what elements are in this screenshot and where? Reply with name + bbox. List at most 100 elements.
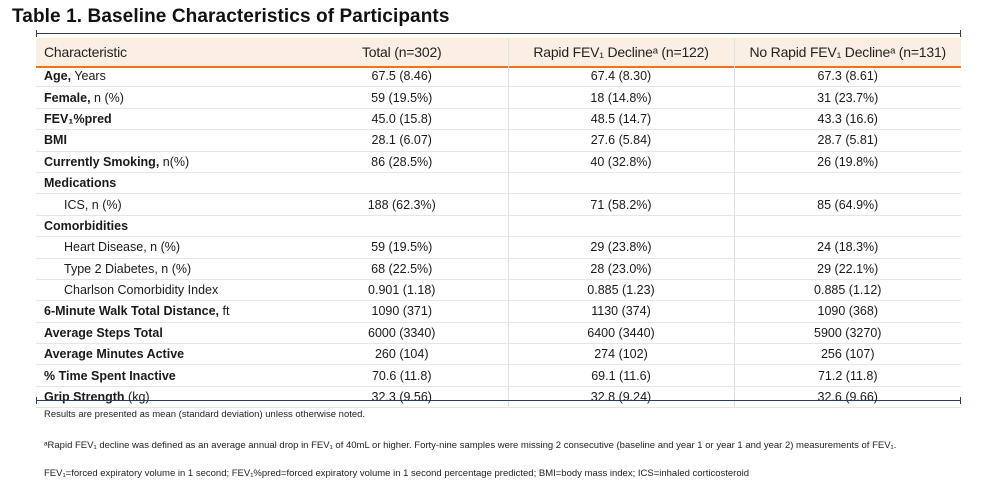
row-label: % Time Spent Inactive (36, 364, 296, 387)
row-label: Currently Smoking, n(%) (36, 151, 296, 173)
row-label-bold: Comorbidities (44, 218, 129, 233)
cell-no-rapid-decline: 1090 (368) (733, 300, 961, 323)
table-row: Currently Smoking, n(%) 86 (28.5%) 40 (32.… (36, 151, 961, 173)
column-header-rapid-decline: Rapid FEV₁ Declineᵃ (n=122) (507, 38, 734, 66)
table-row: Average Steps Total 6000 (3340) 6400 (3440… (36, 322, 961, 345)
table-row: Female, n (%) 59 (19.5%) 18 (14.8%) 31 (23.… (36, 86, 961, 109)
cell-rapid-decline: 28 (23.0%) (507, 258, 734, 280)
table-row: Heart Disease, n (%) 59 (19.5%) 29 (23.8%)… (36, 236, 961, 259)
column-header-no-rapid-decline: No Rapid FEV₁ Declineᵃ (n=131) (733, 38, 961, 66)
row-label-rest: ICS, n (%) (64, 197, 122, 212)
cell-total: 67.5 (8.46) (296, 66, 508, 88)
row-label: Medications (36, 172, 296, 195)
page-title: Table 1. Baseline Characteristics of Par… (12, 6, 450, 27)
row-label-rest: (kg) (124, 390, 150, 405)
footnote-rapid-decline-definition: ᵃRapid FEV₁ decline was defined as an av… (44, 440, 897, 451)
cell-rapid-decline: 18 (14.8%) (507, 86, 734, 109)
rule-tick-right-bottom (960, 397, 961, 404)
cell-rapid-decline: 29 (23.8%) (507, 236, 734, 259)
cell-rapid-decline: 71 (58.2%) (507, 193, 734, 216)
row-label: Type 2 Diabetes, n (%) (36, 258, 296, 280)
table-row: FEV₁%pred 45.0 (15.8) 48.5 (14.7) 43.3 (16.… (36, 108, 961, 131)
table-row: Age, Years 67.5 (8.46) 67.4 (8.30) 67.3 (8.… (36, 66, 961, 88)
cell-rapid-decline: 40 (32.8%) (507, 151, 734, 173)
row-label: Grip Strength (kg) (36, 386, 296, 409)
cell-no-rapid-decline: 256 (107) (733, 343, 961, 366)
row-label-bold: Grip Strength (44, 390, 125, 405)
cell-rapid-decline: 1130 (374) (507, 300, 734, 323)
cell-no-rapid-decline: 85 (64.9%) (733, 193, 961, 216)
row-label: Charlson Comorbidity Index (36, 279, 296, 302)
cell-total: 59 (19.5%) (296, 236, 508, 259)
table-header-row: Characteristic Total (n=302) Rapid FEV₁ … (36, 38, 961, 66)
cell-rapid-decline: 69.1 (11.6) (507, 364, 734, 387)
cell-total: 6000 (3340) (296, 322, 508, 345)
row-label: Average Minutes Active (36, 343, 296, 366)
cell-total: 260 (104) (296, 343, 508, 366)
row-label: 6-Minute Walk Total Distance, ft (36, 300, 296, 323)
footnote-abbreviations: FEV₁=forced expiratory volume in 1 secon… (44, 468, 750, 479)
row-label-rest: Heart Disease, n (%) (64, 240, 181, 255)
row-label-bold: Medications (44, 176, 117, 191)
row-label: FEV₁%pred (36, 108, 296, 131)
cell-no-rapid-decline (733, 172, 961, 195)
rule-tick-right-top (960, 30, 961, 37)
cell-total (296, 172, 508, 195)
row-label-bold: 6-Minute Walk Total Distance, (44, 304, 220, 319)
row-label-bold: % Time Spent Inactive (44, 368, 176, 383)
cell-total: 1090 (371) (296, 300, 508, 323)
row-label-bold: Age, (44, 69, 72, 84)
footnote-results: Results are presented as mean (standard … (44, 409, 366, 420)
column-header-total: Total (n=302) (361, 44, 442, 60)
row-label-rest: Years (71, 69, 106, 84)
cell-total: 59 (19.5%) (296, 86, 508, 109)
row-label: BMI (36, 129, 296, 152)
cell-total: 32.3 (9.56) (296, 386, 508, 409)
cell-no-rapid-decline: 29 (22.1%) (733, 258, 961, 280)
row-label: Average Steps Total (36, 322, 296, 345)
cell-no-rapid-decline: 71.2 (11.8) (733, 364, 961, 387)
cell-rapid-decline: 67.4 (8.30) (507, 66, 734, 88)
cell-no-rapid-decline: 28.7 (5.81) (733, 129, 961, 152)
table-row: ICS, n (%) 188 (62.3%) 71 (58.2%) 85 (64.9%… (36, 193, 961, 216)
cell-rapid-decline: 274 (102) (507, 343, 734, 366)
row-label: Age, Years (36, 66, 296, 88)
row-label-rest: n (%) (90, 90, 124, 105)
table-row: Average Minutes Active 260 (104) 274 (102)… (36, 343, 961, 366)
cell-no-rapid-decline (733, 215, 961, 238)
cell-rapid-decline (507, 215, 734, 238)
table-row: Comorbidities (36, 215, 961, 238)
cell-no-rapid-decline: 24 (18.3%) (733, 236, 961, 259)
table-row: BMI 28.1 (6.07) 27.6 (5.84) 28.7 (5.81) (36, 129, 961, 152)
cell-rapid-decline (507, 172, 734, 195)
cell-total: 70.6 (11.8) (296, 364, 508, 387)
row-label: Heart Disease, n (%) (36, 236, 296, 259)
row-label-bold: Female, (44, 90, 91, 105)
title-rule (36, 33, 961, 34)
row-label-rest: n(%) (159, 154, 190, 169)
cell-total: 28.1 (6.07) (296, 129, 508, 152)
cell-total: 0.901 (1.18) (296, 279, 508, 302)
table-row: Charlson Comorbidity Index 0.901 (1.18) 0.… (36, 279, 961, 302)
cell-no-rapid-decline: 67.3 (8.61) (733, 66, 961, 88)
row-label-bold: FEV₁%pred (44, 111, 112, 126)
row-label-bold: Average Minutes Active (44, 347, 185, 362)
rule-tick-left-bottom (36, 397, 37, 404)
cell-no-rapid-decline: 43.3 (16.6) (733, 108, 961, 131)
cell-no-rapid-decline: 0.885 (1.12) (733, 279, 961, 302)
table-row: Grip Strength (kg) 32.3 (9.56) 32.8 (9.24)… (36, 386, 961, 409)
rule-tick-left-top (36, 30, 37, 37)
row-label: ICS, n (%) (36, 193, 296, 216)
row-label-bold: Average Steps Total (44, 325, 163, 340)
row-label-bold: BMI (44, 133, 67, 148)
table-row: Type 2 Diabetes, n (%) 68 (22.5%) 28 (23.0… (36, 258, 961, 280)
baseline-characteristics-table: Characteristic Total (n=302) Rapid FEV₁ … (36, 38, 961, 409)
row-label-bold: Currently Smoking, (44, 154, 160, 169)
cell-no-rapid-decline: 26 (19.8%) (733, 151, 961, 173)
table-row: 6-Minute Walk Total Distance, ft 1090 (37… (36, 300, 961, 323)
cell-total: 68 (22.5%) (296, 258, 508, 280)
row-label: Comorbidities (36, 215, 296, 238)
cell-total: 45.0 (15.8) (296, 108, 508, 131)
cell-no-rapid-decline: 31 (23.7%) (733, 86, 961, 109)
column-header-characteristic: Characteristic (44, 44, 127, 60)
